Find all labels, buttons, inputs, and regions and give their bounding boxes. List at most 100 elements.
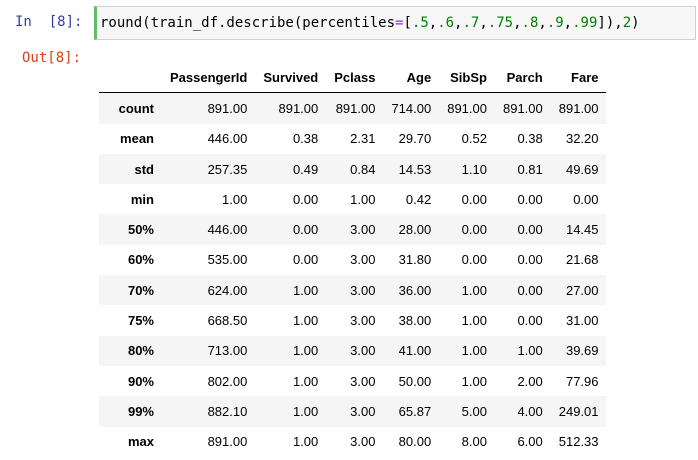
table-cell: 4.00 bbox=[517, 403, 543, 419]
table-cell: 0.42 bbox=[405, 191, 432, 207]
table-cell: 1.00 bbox=[461, 373, 487, 389]
code-comma: , bbox=[538, 15, 547, 31]
row-label: 80% bbox=[127, 343, 154, 359]
table-cell: 3.00 bbox=[350, 252, 376, 268]
table-cell: 0.00 bbox=[292, 252, 319, 268]
table-cell: 28.00 bbox=[398, 222, 432, 238]
table-cell: 713.00 bbox=[207, 343, 248, 359]
table-cell: 0.00 bbox=[292, 191, 319, 207]
code-percentile-value: .75 bbox=[487, 15, 514, 31]
table-cell: 3.00 bbox=[350, 373, 376, 389]
table-cell: 0.00 bbox=[517, 282, 543, 298]
table-cell: 446.00 bbox=[207, 222, 248, 238]
table-cell: 50.00 bbox=[398, 373, 432, 389]
code-percentile-value: .8 bbox=[521, 15, 539, 31]
table-cell: 3.00 bbox=[350, 434, 376, 450]
table-cell: 891.00 bbox=[207, 100, 248, 116]
table-cell: 32.20 bbox=[565, 131, 599, 147]
table-row: 99% 882.10 1.00 3.00 65.87 5.00 4.00 249.01 bbox=[99, 396, 606, 427]
table-row: std 257.35 0.49 0.84 14.53 1.10 0.81 49.69 bbox=[99, 153, 606, 185]
table-cell: 249.01 bbox=[558, 403, 599, 419]
table-row: min 1.00 0.00 1.00 0.42 0.00 0.00 0.00 bbox=[99, 184, 606, 214]
table-row: count 891.00 891.00 891.00 714.00 891.00 891.0… bbox=[99, 92, 606, 124]
code-comma: , bbox=[563, 15, 573, 31]
table-cell: 0.00 bbox=[292, 222, 319, 238]
code-percentile-value: .99 bbox=[572, 15, 598, 31]
code-list-open: [ bbox=[403, 15, 412, 31]
table-row: 70% 624.00 1.00 3.00 36.00 1.00 0.00 27.00 bbox=[99, 275, 606, 306]
row-label: 70% bbox=[127, 282, 154, 298]
table-cell: 80.00 bbox=[398, 434, 432, 450]
table-cell: 8.00 bbox=[461, 434, 487, 450]
table-row: 80% 713.00 1.00 3.00 41.00 1.00 1.00 39.69 bbox=[99, 335, 606, 366]
table-cell: 0.81 bbox=[517, 161, 543, 177]
code-list-close: ]), bbox=[597, 15, 623, 31]
table-cell: 0.38 bbox=[292, 131, 319, 147]
table-cell: 31.80 bbox=[398, 252, 432, 268]
column-header: Pclass bbox=[325, 62, 383, 94]
table-cell: 0.00 bbox=[517, 191, 543, 207]
table-cell: 1.00 bbox=[292, 434, 319, 450]
table-cell: 891.00 bbox=[278, 100, 319, 116]
code-percentile-value: .5 bbox=[411, 15, 429, 31]
table-cell: 77.96 bbox=[565, 373, 599, 389]
table-cell: 0.00 bbox=[461, 191, 487, 207]
code-comma: , bbox=[428, 15, 438, 31]
table-corner-cell bbox=[99, 62, 161, 94]
code-close-paren: ) bbox=[631, 15, 640, 31]
table-cell: 36.00 bbox=[398, 282, 432, 298]
code-percentile-value: .7 bbox=[462, 15, 480, 31]
table-body: count 891.00 891.00 891.00 714.00 891.00 891.0… bbox=[99, 92, 606, 457]
table-cell: 1.00 bbox=[292, 282, 319, 298]
table-cell: 257.35 bbox=[207, 161, 248, 177]
table-row: 75% 668.50 1.00 3.00 38.00 1.00 0.00 31.00 bbox=[99, 305, 606, 335]
table-cell: 882.10 bbox=[207, 403, 248, 419]
input-prompt: In [8]: bbox=[15, 14, 83, 30]
table-cell: 0.00 bbox=[517, 222, 543, 238]
row-label: 99% bbox=[127, 403, 154, 419]
table-cell: 1.00 bbox=[461, 313, 487, 329]
table-cell: 14.45 bbox=[565, 222, 599, 238]
table-cell: 0.00 bbox=[461, 222, 487, 238]
table-cell: 3.00 bbox=[350, 403, 376, 419]
code-equals-operator: = bbox=[395, 15, 404, 31]
code-cell-editor[interactable]: round(train_df.describe(percentiles=[.5,… bbox=[94, 6, 696, 40]
row-label: max bbox=[127, 434, 154, 450]
row-label: mean bbox=[120, 131, 154, 147]
output-prompt: Out[8]: bbox=[22, 50, 82, 66]
table-cell: 891.00 bbox=[558, 100, 599, 116]
table-cell: 1.00 bbox=[222, 191, 248, 207]
table-cell: 0.00 bbox=[573, 191, 599, 207]
table-cell: 31.00 bbox=[565, 313, 599, 329]
table-row: 50% 446.00 0.00 3.00 28.00 0.00 0.00 14.45 bbox=[99, 214, 606, 245]
row-label: std bbox=[134, 161, 155, 177]
table-cell: 1.00 bbox=[292, 343, 319, 359]
table-row: mean 446.00 0.38 2.31 29.70 0.52 0.38 32.20 bbox=[99, 124, 606, 154]
table-cell: 891.00 bbox=[335, 100, 376, 116]
table-row: 90% 802.00 1.00 3.00 50.00 1.00 2.00 77.96 bbox=[99, 366, 606, 396]
table-cell: 0.52 bbox=[461, 131, 487, 147]
table-cell: 1.00 bbox=[350, 191, 376, 207]
table-cell: 446.00 bbox=[207, 131, 248, 147]
code-function-call: round(train_df.describe(percentiles bbox=[100, 15, 396, 31]
table-cell: 0.00 bbox=[461, 252, 487, 268]
table-row: 60% 535.00 0.00 3.00 31.80 0.00 0.00 21.68 bbox=[99, 245, 606, 275]
row-label: 50% bbox=[127, 222, 154, 238]
table-cell: 0.38 bbox=[517, 131, 543, 147]
table-cell: 512.33 bbox=[558, 434, 599, 450]
column-header: PassengerId bbox=[161, 62, 255, 94]
table-cell: 27.00 bbox=[565, 282, 599, 298]
code-comma: , bbox=[513, 15, 522, 31]
table-cell: 39.69 bbox=[565, 343, 599, 359]
table-cell: 21.68 bbox=[565, 252, 599, 268]
row-label: 75% bbox=[127, 313, 154, 329]
table-cell: 0.00 bbox=[517, 252, 543, 268]
code-comma: , bbox=[454, 15, 463, 31]
table-cell: 41.00 bbox=[398, 343, 432, 359]
table-cell: 29.70 bbox=[398, 131, 432, 147]
column-header: Fare bbox=[549, 62, 606, 94]
table-cell: 0.00 bbox=[517, 313, 543, 329]
table-cell: 0.49 bbox=[292, 161, 319, 177]
code-percentile-value: .6 bbox=[437, 15, 455, 31]
table-cell: 5.00 bbox=[461, 403, 487, 419]
